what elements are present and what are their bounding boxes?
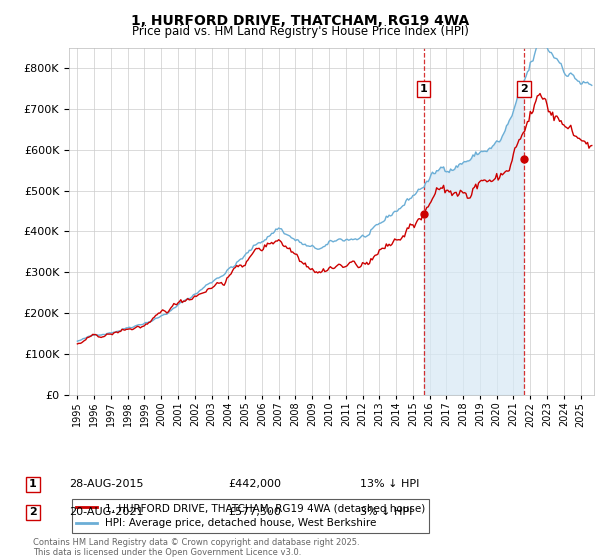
- Text: 1: 1: [420, 84, 428, 94]
- Text: £442,000: £442,000: [228, 479, 281, 489]
- Text: 28-AUG-2015: 28-AUG-2015: [69, 479, 143, 489]
- Text: 2: 2: [29, 507, 37, 517]
- Text: 13% ↓ HPI: 13% ↓ HPI: [360, 479, 419, 489]
- Text: 20-AUG-2021: 20-AUG-2021: [69, 507, 143, 517]
- Legend: 1, HURFORD DRIVE, THATCHAM, RG19 4WA (detached house), HPI: Average price, detac: 1, HURFORD DRIVE, THATCHAM, RG19 4WA (de…: [71, 499, 430, 533]
- Text: 1, HURFORD DRIVE, THATCHAM, RG19 4WA: 1, HURFORD DRIVE, THATCHAM, RG19 4WA: [131, 14, 469, 28]
- Text: 3% ↓ HPI: 3% ↓ HPI: [360, 507, 412, 517]
- Text: Price paid vs. HM Land Registry's House Price Index (HPI): Price paid vs. HM Land Registry's House …: [131, 25, 469, 38]
- Text: 2: 2: [520, 84, 528, 94]
- Text: £577,500: £577,500: [228, 507, 281, 517]
- Text: 1: 1: [29, 479, 37, 489]
- Text: Contains HM Land Registry data © Crown copyright and database right 2025.
This d: Contains HM Land Registry data © Crown c…: [33, 538, 359, 557]
